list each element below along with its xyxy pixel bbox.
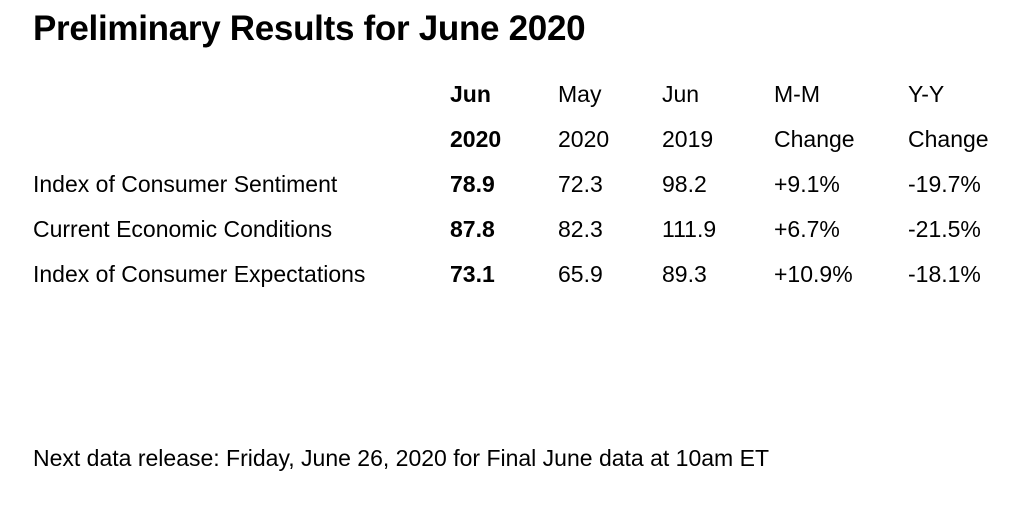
row-label: Current Economic Conditions <box>33 216 333 242</box>
row-label: Index of Consumer Sentiment <box>33 171 338 197</box>
next-data-release-note: Next data release: Friday, June 26, 2020… <box>33 445 769 471</box>
cell-jun-2019: 111.9 <box>662 216 717 242</box>
column-header-yy-change: Y-Y Change <box>908 72 1024 162</box>
table-row-consumer-sentiment: Index of Consumer Sentiment 78.9 72.3 98… <box>33 162 1024 207</box>
cell-jun-2020: 87.8 <box>450 216 495 242</box>
column-header-line1: May <box>558 81 602 107</box>
column-header-line1: M-M <box>774 81 820 107</box>
cell-mm-change: +10.9% <box>774 261 853 287</box>
page-title: Preliminary Results for June 2020 <box>33 9 586 48</box>
table-row-consumer-expectations: Index of Consumer Expectations 73.1 65.9… <box>33 252 1024 297</box>
column-header-line1: Jun <box>662 81 700 107</box>
column-header-line2: 2020 <box>558 126 610 152</box>
cell-mm-change: +6.7% <box>774 216 840 242</box>
table-header-row: Jun 2020 May 2020 Jun 2019 M-M Change Y-… <box>33 72 1024 162</box>
cell-yy-change: -19.7% <box>908 171 981 197</box>
cell-yy-change: -18.1% <box>908 261 981 287</box>
column-header-jun-2020: Jun 2020 <box>450 72 558 162</box>
column-header-line2: 2020 <box>450 126 502 152</box>
column-header-line2: 2019 <box>662 126 714 152</box>
column-header-line2: Change <box>774 126 855 152</box>
cell-may-2020: 72.3 <box>558 171 603 197</box>
results-table: Jun 2020 May 2020 Jun 2019 M-M Change Y-… <box>33 72 1024 297</box>
cell-yy-change: -21.5% <box>908 216 981 242</box>
cell-jun-2019: 89.3 <box>662 261 707 287</box>
cell-may-2020: 65.9 <box>558 261 603 287</box>
column-header-may-2020: May 2020 <box>558 72 662 162</box>
column-header-line1: Jun <box>450 81 491 107</box>
cell-mm-change: +9.1% <box>774 171 840 197</box>
column-header-line1: Y-Y <box>908 81 945 107</box>
column-header-empty <box>33 72 450 162</box>
column-header-line2: Change <box>908 126 989 152</box>
column-header-mm-change: M-M Change <box>774 72 908 162</box>
cell-jun-2020: 78.9 <box>450 171 495 197</box>
cell-may-2020: 82.3 <box>558 216 603 242</box>
row-label: Index of Consumer Expectations <box>33 261 366 287</box>
cell-jun-2019: 98.2 <box>662 171 707 197</box>
cell-jun-2020: 73.1 <box>450 261 495 287</box>
table-row-economic-conditions: Current Economic Conditions 87.8 82.3 11… <box>33 207 1024 252</box>
column-header-jun-2019: Jun 2019 <box>662 72 774 162</box>
